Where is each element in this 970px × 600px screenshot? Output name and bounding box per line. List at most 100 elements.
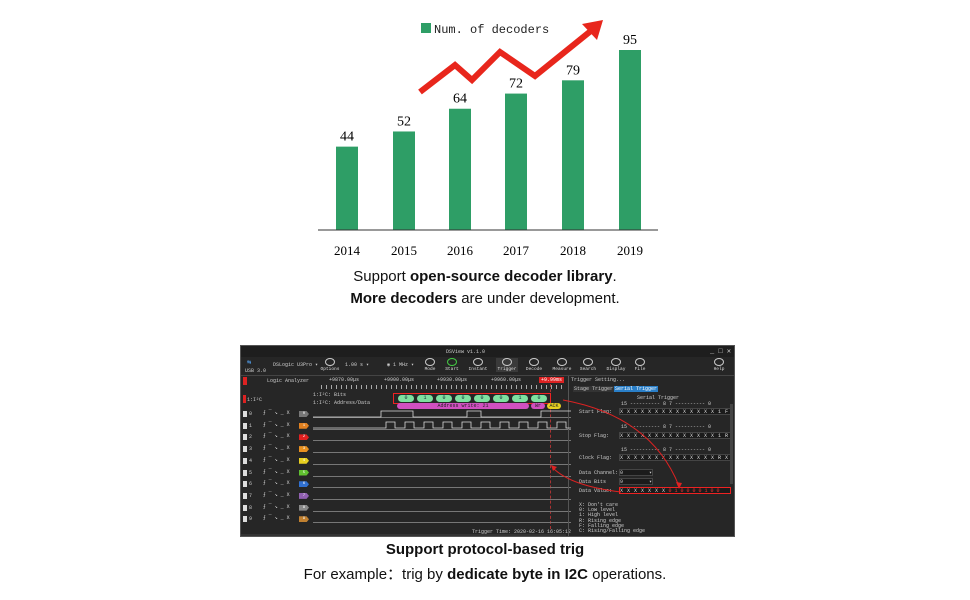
toolbar-decode-button[interactable]: Decode <box>523 358 545 372</box>
data-label: 95 <box>623 33 637 48</box>
shot-caption-1: Support protocol-based trig <box>385 541 585 558</box>
bit-header: 15 ---------- 8 7 ---------- 0 <box>621 401 712 407</box>
toolbar-measure-button[interactable]: Measure <box>551 358 573 372</box>
toolbar-mode-button[interactable]: Mode <box>419 358 441 372</box>
cursor-label: +9.99ms <box>539 377 565 383</box>
channel-row-1[interactable]: 1 ⨍ ¯ ↘ _ X 1 <box>241 421 571 432</box>
trigger-type-icons[interactable]: ⨍ ¯ ↘ _ X <box>263 445 290 452</box>
mode-label: Logic Analyzer <box>267 378 310 384</box>
trigger-icon <box>502 358 512 366</box>
trend-arrow <box>418 27 594 95</box>
channel-row-4[interactable]: 4 ⨍ ¯ ↘ _ X 4 <box>241 456 571 467</box>
decoder-row-address: 1:I²C: Address/Data <box>313 400 371 406</box>
channel-row-2[interactable]: 2 ⨍ ¯ ↘ _ X 2 <box>241 432 571 443</box>
legend-entry: C: Rising/Falling edge <box>579 528 646 534</box>
trigger-type-icons[interactable]: ⨍ ¯ ↘ _ X <box>263 491 290 498</box>
time-tick: +9900.00μs <box>384 377 415 383</box>
trigger-type-icons[interactable]: ⨍ ¯ ↘ _ X <box>263 480 290 487</box>
trigger-type-icons[interactable]: ⨍ ¯ ↘ _ X <box>263 410 290 416</box>
trigger-type-icons[interactable]: ⨍ ¯ ↘ _ X <box>263 456 290 463</box>
data-bits-label: Data Bits <box>579 479 607 485</box>
instant-icon <box>473 358 483 366</box>
horizontal-scrollbar[interactable] <box>241 534 566 536</box>
toolbar-options-button[interactable]: Options <box>319 358 341 372</box>
start-icon <box>447 358 457 366</box>
bit-value: 0 <box>531 395 547 402</box>
x-tick-label: 2014 <box>334 243 361 258</box>
toolbar-display-button[interactable]: Display <box>605 358 627 372</box>
trigger-type-icons[interactable]: ⨍ ¯ ↘ _ X <box>263 433 290 440</box>
channel-number: 9 <box>249 516 253 523</box>
signal-line <box>313 417 571 418</box>
panel-scrollbar[interactable] <box>730 404 733 484</box>
channel-number: 8 <box>249 504 253 511</box>
tab-serial-trigger[interactable]: Serial Trigger <box>614 386 659 392</box>
channel-number: 5 <box>249 469 253 476</box>
usb-icon: ⇆ <box>247 359 252 367</box>
signal-line <box>313 452 571 454</box>
channel-number: 2 <box>249 434 253 441</box>
bit-value: 0 <box>455 395 471 402</box>
trigger-type-icons[interactable]: ⨍ ¯ ↘ _ X <box>263 468 290 475</box>
channel-tag: 6 <box>299 481 309 488</box>
bit-value: 1 <box>417 395 433 402</box>
legend-entry: R: Rising edge <box>579 517 622 524</box>
time-tick: +9960.00μs <box>491 377 522 383</box>
i2c-channel-label: 1:I²C <box>247 397 263 403</box>
rate-select[interactable]: ◉ 1 MHz ▾ <box>387 362 415 368</box>
address-bar: Address write: 21 <box>397 403 529 409</box>
channel-row-5[interactable]: 5 ⨍ ¯ ↘ _ X 5 <box>241 468 571 479</box>
window-title: DSView v1.1.0 <box>446 349 486 355</box>
data-channel-select[interactable]: 0 ▾ <box>619 469 653 476</box>
window-controls[interactable]: _ □ ✕ <box>709 348 731 356</box>
toolbar-trigger-button[interactable]: Trigger <box>496 358 518 372</box>
channel-tag: 1 <box>299 422 309 429</box>
toolbar-help-button[interactable]: Help <box>708 358 730 372</box>
depth-select[interactable]: 1.00 s ▾ <box>345 362 370 368</box>
channel-tag: 4 <box>299 457 309 464</box>
data-value-label: Data Value: <box>579 488 613 494</box>
data-label: 72 <box>509 77 523 92</box>
toolbar-search-button[interactable]: Search <box>577 358 599 372</box>
channel-row-0[interactable]: 0 ⨍ ¯ ↘ _ X 0 <box>241 409 571 420</box>
tab-stage-trigger[interactable]: Stage Trigger <box>573 386 615 392</box>
trend-arrowhead <box>582 20 603 40</box>
toolbar-start-button[interactable]: Start <box>441 358 463 372</box>
data-label: 64 <box>453 92 467 107</box>
data-value-input[interactable]: X X X X X X X 0 1 0 0 0 0 1 0 0 <box>619 487 731 494</box>
legend-entry: 1: High level <box>579 512 619 519</box>
channel-row-8[interactable]: 8 ⨍ ¯ ↘ _ X 8 <box>241 503 571 514</box>
x-tick-label: 2019 <box>617 243 643 258</box>
help-icon <box>714 358 724 366</box>
channel-tag: 2 <box>299 434 309 441</box>
channel-tag: 8 <box>299 504 309 511</box>
x-tick-label: 2018 <box>560 243 586 258</box>
channel-row-6[interactable]: 6 ⨍ ¯ ↘ _ X 6 <box>241 479 571 490</box>
channel-row-3[interactable]: 3 ⨍ ¯ ↘ _ X 3 <box>241 444 571 455</box>
channel-row-7[interactable]: 7 ⨍ ¯ ↘ _ X 7 <box>241 491 571 502</box>
bar-2017 <box>505 93 527 230</box>
dsview-window: DSView v1.1.0 _ □ ✕ ⇆ USB 3.0 DSLogic U3… <box>240 345 735 537</box>
x-tick-label: 2016 <box>447 243 474 258</box>
signal-line <box>313 510 571 512</box>
signal-line <box>313 522 571 524</box>
legend-entry: X: Don't care <box>579 502 619 508</box>
bar-2018 <box>562 80 584 230</box>
toolbar-instant-button[interactable]: Instant <box>467 358 489 372</box>
bit-value: 0 <box>474 395 490 402</box>
decoder-row-bits: 1:I²C: Bits <box>313 392 347 398</box>
channel-tag: 9 <box>299 516 309 523</box>
trigger-type-icons[interactable]: ⨍ ¯ ↘ _ X <box>263 421 290 428</box>
wr-bar: Wr <box>531 403 545 409</box>
toolbar-file-button[interactable]: File <box>629 358 651 372</box>
trigger-type-icons[interactable]: ⨍ ¯ ↘ _ X <box>263 503 290 510</box>
bit-header: 15 ---------- 8 7 ---------- 0 <box>621 424 712 430</box>
channel-row-9[interactable]: 9 ⨍ ¯ ↘ _ X 9 <box>241 514 571 525</box>
file-icon <box>635 358 645 366</box>
device-select[interactable]: DSLogic U3Pro ▾ <box>273 362 319 368</box>
data-label: 52 <box>397 114 411 129</box>
channel-tag: 3 <box>299 446 309 453</box>
data-bits-select[interactable]: 9 ▾ <box>619 478 653 485</box>
trigger-type-icons[interactable]: ⨍ ¯ ↘ _ X <box>263 515 290 522</box>
signal-line <box>313 440 571 442</box>
